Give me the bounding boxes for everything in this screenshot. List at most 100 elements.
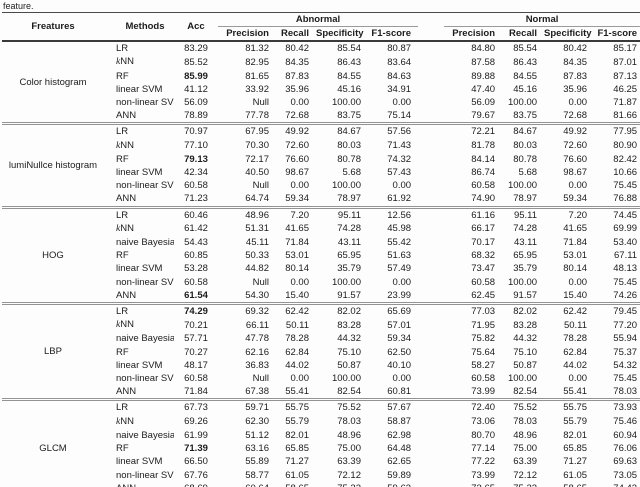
- normal-precision-cell: 47.40: [471, 83, 496, 95]
- abnormal-recall-cell: 55.79: [285, 416, 309, 428]
- abnormal-f1-cell: 80.87: [387, 43, 412, 55]
- accuracy-cell: 71.23: [184, 193, 208, 205]
- italic-k: k: [116, 223, 121, 234]
- gap-spacer: [418, 346, 444, 359]
- table-row: non-linear SVM 60.58 Null 0.00 100.00 0.00 60.…: [2, 372, 640, 385]
- abnormal-f1-cell: 58.87: [387, 416, 412, 428]
- abnormal-f1-cell: 0.00: [392, 276, 412, 288]
- normal-recall-cell: 100.00: [507, 373, 538, 385]
- normal-f1-cell: 75.46: [613, 416, 638, 428]
- normal-f1-cell: 74.26: [613, 289, 638, 301]
- accuracy-cell: 42.34: [184, 167, 208, 179]
- normal-precision-cell: 60.58: [471, 180, 496, 192]
- accuracy-cell: 68.69: [174, 482, 218, 487]
- normal-specificity-cell: 84.35: [563, 56, 588, 68]
- table-row: kNN 85.52 82.95 84.35 86.43 83.64 87.58 86.43 84…: [2, 55, 640, 69]
- normal-precision-cell: 73.99: [471, 469, 496, 481]
- abnormal-recall-cell: 82.01: [285, 429, 309, 441]
- normal-recall-cell: 95.11: [502, 205, 545, 222]
- accuracy-cell: 60.58: [184, 276, 208, 288]
- abnormal-recall-cell: 50.11: [285, 319, 309, 331]
- table-row: non-linear SVM 56.09 Null 0.00 100.00 0.00 56.…: [2, 96, 640, 109]
- abnormal-f1-cell: 64.48: [387, 443, 412, 455]
- normal-precision-cell: 70.17: [471, 237, 496, 249]
- method-cell: LR: [116, 43, 129, 55]
- accuracy-cell: 67.76: [184, 469, 208, 481]
- abnormal-recall-cell: 76.60: [285, 153, 309, 165]
- table-row: linear SVM 53.28 44.82 80.14 35.79 57.49 73.47…: [2, 262, 640, 275]
- accuracy-cell: 77.10: [184, 140, 208, 152]
- normal-precision-cell: 56.09: [471, 97, 496, 109]
- normal-f1-cell: 75.45: [613, 373, 638, 385]
- gap-spacer: [418, 385, 444, 400]
- accuracy-cell: 48.17: [184, 359, 208, 371]
- abnormal-recall-cell: 55.41: [285, 386, 309, 398]
- gap-spacer: [418, 289, 444, 304]
- table-row: linear SVM 48.17 36.83 44.02 50.87 40.10 58.27…: [2, 359, 640, 372]
- accuracy-cell: 78.89: [184, 110, 208, 122]
- abnormal-f1-cell: 40.10: [387, 359, 412, 371]
- normal-precision-cell: 62.45: [471, 289, 496, 301]
- normal-specificity-cell: 55.41: [563, 386, 588, 398]
- normal-recall-cell: 83.75: [513, 110, 538, 122]
- abnormal-recall-cell: 87.83: [285, 70, 309, 82]
- method-cell: ANN: [104, 482, 174, 487]
- method-cell: RF: [116, 70, 129, 82]
- table-row: RF 85.99 81.65 87.83 84.55 84.63 89.88 84.55 87.…: [2, 70, 640, 83]
- normal-recall-cell: 100.00: [507, 276, 538, 288]
- normal-specificity-cell: 62.42: [544, 302, 595, 319]
- gap-spacer: [418, 372, 444, 385]
- feature-group-label: HOG: [2, 205, 104, 304]
- abnormal-precision-cell: 44.82: [245, 263, 269, 275]
- abnormal-specificity-cell: 84.67: [316, 122, 368, 139]
- normal-recall-cell: 100.00: [507, 180, 538, 192]
- normal-f1-cell: 76.88: [613, 193, 638, 205]
- table-row: Color histogram LR 83.29 81.32 80.42 85.54 80.…: [2, 41, 640, 88]
- abnormal-precision-cell: 47.78: [245, 333, 269, 345]
- feature-group-label: GLCM: [2, 398, 104, 487]
- gap-spacer: [418, 55, 444, 69]
- accuracy-cell: 61.54: [184, 289, 208, 301]
- normal-f1-cell: 10.66: [613, 167, 638, 179]
- header-normal-group: Normal: [444, 12, 640, 27]
- abnormal-precision-cell: Null: [252, 276, 269, 288]
- normal-f1-cell: 74.43: [594, 482, 640, 487]
- normal-precision-cell: 73.99: [471, 386, 496, 398]
- normal-precision-cell: 81.78: [471, 140, 496, 152]
- abnormal-specificity-cell: 80.78: [337, 153, 361, 165]
- normal-precision-cell: 68.32: [471, 250, 496, 262]
- abnormal-recall-cell: 59.34: [285, 193, 309, 205]
- abnormal-specificity-cell: 44.32: [337, 333, 361, 345]
- normal-specificity-cell: 72.68: [563, 110, 588, 122]
- method-cell: ANN: [116, 289, 137, 301]
- abnormal-recall-cell: 78.28: [285, 333, 309, 345]
- abnormal-precision-cell: 54.30: [245, 289, 269, 301]
- normal-recall-cell: 35.79: [513, 263, 538, 275]
- feature-group-label: LBP: [2, 302, 104, 400]
- abnormal-specificity-cell: 75.10: [337, 346, 361, 358]
- normal-f1-cell: 75.37: [613, 346, 638, 358]
- normal-f1-cell: 87.01: [613, 56, 638, 68]
- gap-spacer: [418, 41, 444, 55]
- gap-spacer: [418, 359, 444, 372]
- sub-header-row: Precision Recall Specificity F1-score Pr…: [2, 26, 640, 43]
- accuracy-cell: 60.85: [184, 250, 208, 262]
- accuracy-cell: 56.09: [184, 97, 208, 109]
- table-row: LBP LR 74.29 69.32 62.42 82.02 65.69 77.03 82.02…: [2, 302, 640, 400]
- abnormal-f1-cell: 65.69: [368, 302, 419, 319]
- table-row: kNN 70.21 66.11 50.11 83.28 57.01 71.95 83.28 50…: [2, 318, 640, 332]
- italic-k: k: [116, 320, 121, 331]
- table-row: ANN 78.89 77.78 72.68 83.75 75.14 79.67 83.75 72…: [2, 109, 640, 124]
- normal-specificity-cell: 80.14: [563, 263, 588, 275]
- abnormal-f1-cell: 62.98: [387, 429, 412, 441]
- abnormal-specificity-cell: 74.28: [337, 223, 361, 235]
- gap-spacer: [418, 122, 445, 139]
- abnormal-specificity-cell: 83.75: [337, 110, 361, 122]
- abnormal-f1-cell: 57.43: [387, 167, 412, 179]
- normal-recall-cell: 83.28: [513, 319, 538, 331]
- abnormal-recall-cell: 0.00: [290, 276, 310, 288]
- normal-f1-cell: 75.45: [613, 180, 638, 192]
- method-cell: RF: [116, 443, 129, 455]
- normal-specificity-cell: 55.79: [563, 416, 588, 428]
